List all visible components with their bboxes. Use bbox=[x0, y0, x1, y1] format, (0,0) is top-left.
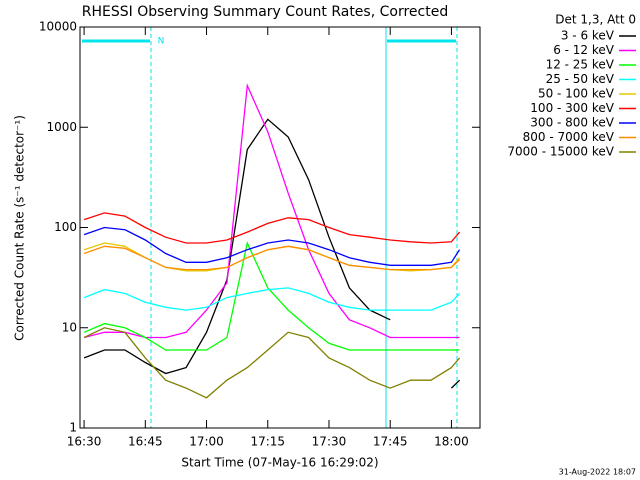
series-line bbox=[83, 212, 461, 244]
footer: 31-Aug-2022 18:07 bbox=[559, 468, 636, 477]
legend-label: 12 - 25 keV bbox=[546, 58, 615, 72]
legend-label: 50 - 100 keV bbox=[538, 87, 615, 101]
y-tick-label: 1 bbox=[69, 421, 77, 435]
x-tick-label: 16:30 bbox=[67, 435, 102, 449]
x-tick-label: 17:45 bbox=[373, 435, 408, 449]
series-line bbox=[83, 83, 460, 339]
x-axis-label: Start Time (07-May-16 16:29:02) bbox=[181, 456, 378, 470]
chart-title: RHESSI Observing Summary Count Rates, Co… bbox=[82, 4, 448, 20]
x-tick-label: 16:45 bbox=[128, 435, 163, 449]
y-tick-label: 1000 bbox=[46, 120, 77, 134]
annotation: N bbox=[158, 37, 165, 47]
y-axis-label: Corrected Count Rate (s⁻¹ detector⁻¹) bbox=[13, 115, 27, 341]
legend-label: 25 - 50 keV bbox=[546, 72, 615, 86]
legend-label: 6 - 12 keV bbox=[553, 43, 615, 57]
series-line bbox=[83, 118, 461, 389]
x-tick-label: 17:15 bbox=[250, 435, 285, 449]
plot-frame bbox=[79, 26, 481, 429]
series-line bbox=[83, 327, 461, 399]
series-line bbox=[83, 240, 460, 351]
legend-label: 7000 - 15000 keV bbox=[507, 145, 614, 159]
legend-label: 3 - 6 keV bbox=[561, 29, 615, 43]
y-tick-label: 10 bbox=[62, 320, 77, 334]
series-line bbox=[83, 287, 461, 311]
y-tick-label: 100 bbox=[54, 220, 77, 234]
x-tick-label: 17:00 bbox=[189, 435, 224, 449]
x-tick-label: 17:30 bbox=[312, 435, 347, 449]
legend-label: 300 - 800 keV bbox=[530, 116, 614, 130]
series-line bbox=[83, 226, 461, 266]
y-tick-label: 10000 bbox=[39, 20, 77, 34]
legend-label: 800 - 7000 keV bbox=[523, 130, 615, 144]
x-tick-label: 18:00 bbox=[434, 435, 469, 449]
legend-label: 100 - 300 keV bbox=[530, 101, 614, 115]
series-line bbox=[83, 245, 461, 271]
legend-title: Det 1,3, Att 0 bbox=[555, 13, 636, 27]
